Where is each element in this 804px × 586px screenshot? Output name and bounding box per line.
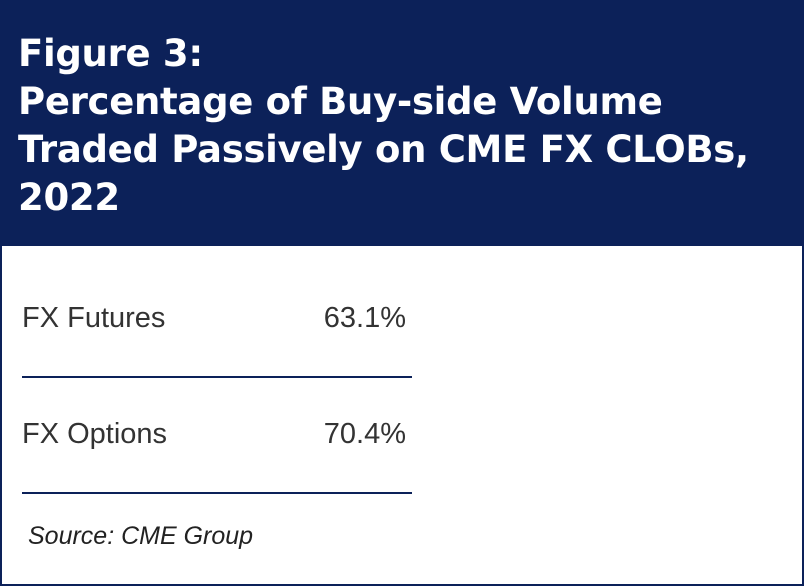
row-label-fx-options: FX Options xyxy=(22,418,168,450)
row-value-fx-options: 70.4% xyxy=(323,418,406,450)
figure-title-line-2: Percentage of Buy-side Volume xyxy=(18,80,663,123)
row-label-fx-futures: FX Futures xyxy=(22,302,166,334)
figure-title-line-3: Traded Passively on CME FX CLOBs, xyxy=(18,128,749,171)
table-row-fx-futures: FX Futures 63.1% xyxy=(22,262,412,378)
source-note: Source: CME Group xyxy=(28,522,254,550)
row-divider xyxy=(22,492,412,494)
figure-body-frame xyxy=(0,246,804,586)
table-row-fx-options: FX Options 70.4% xyxy=(22,378,412,494)
figure-title-line-1: Figure 3: xyxy=(18,32,203,75)
row-divider xyxy=(22,376,412,378)
figure-header: Figure 3: Percentage of Buy-side Volume … xyxy=(0,0,804,246)
row-value-fx-futures: 63.1% xyxy=(323,302,406,334)
figure-title-line-4: 2022 xyxy=(18,176,120,219)
data-table: FX Futures 63.1% FX Options 70.4% xyxy=(22,262,412,494)
